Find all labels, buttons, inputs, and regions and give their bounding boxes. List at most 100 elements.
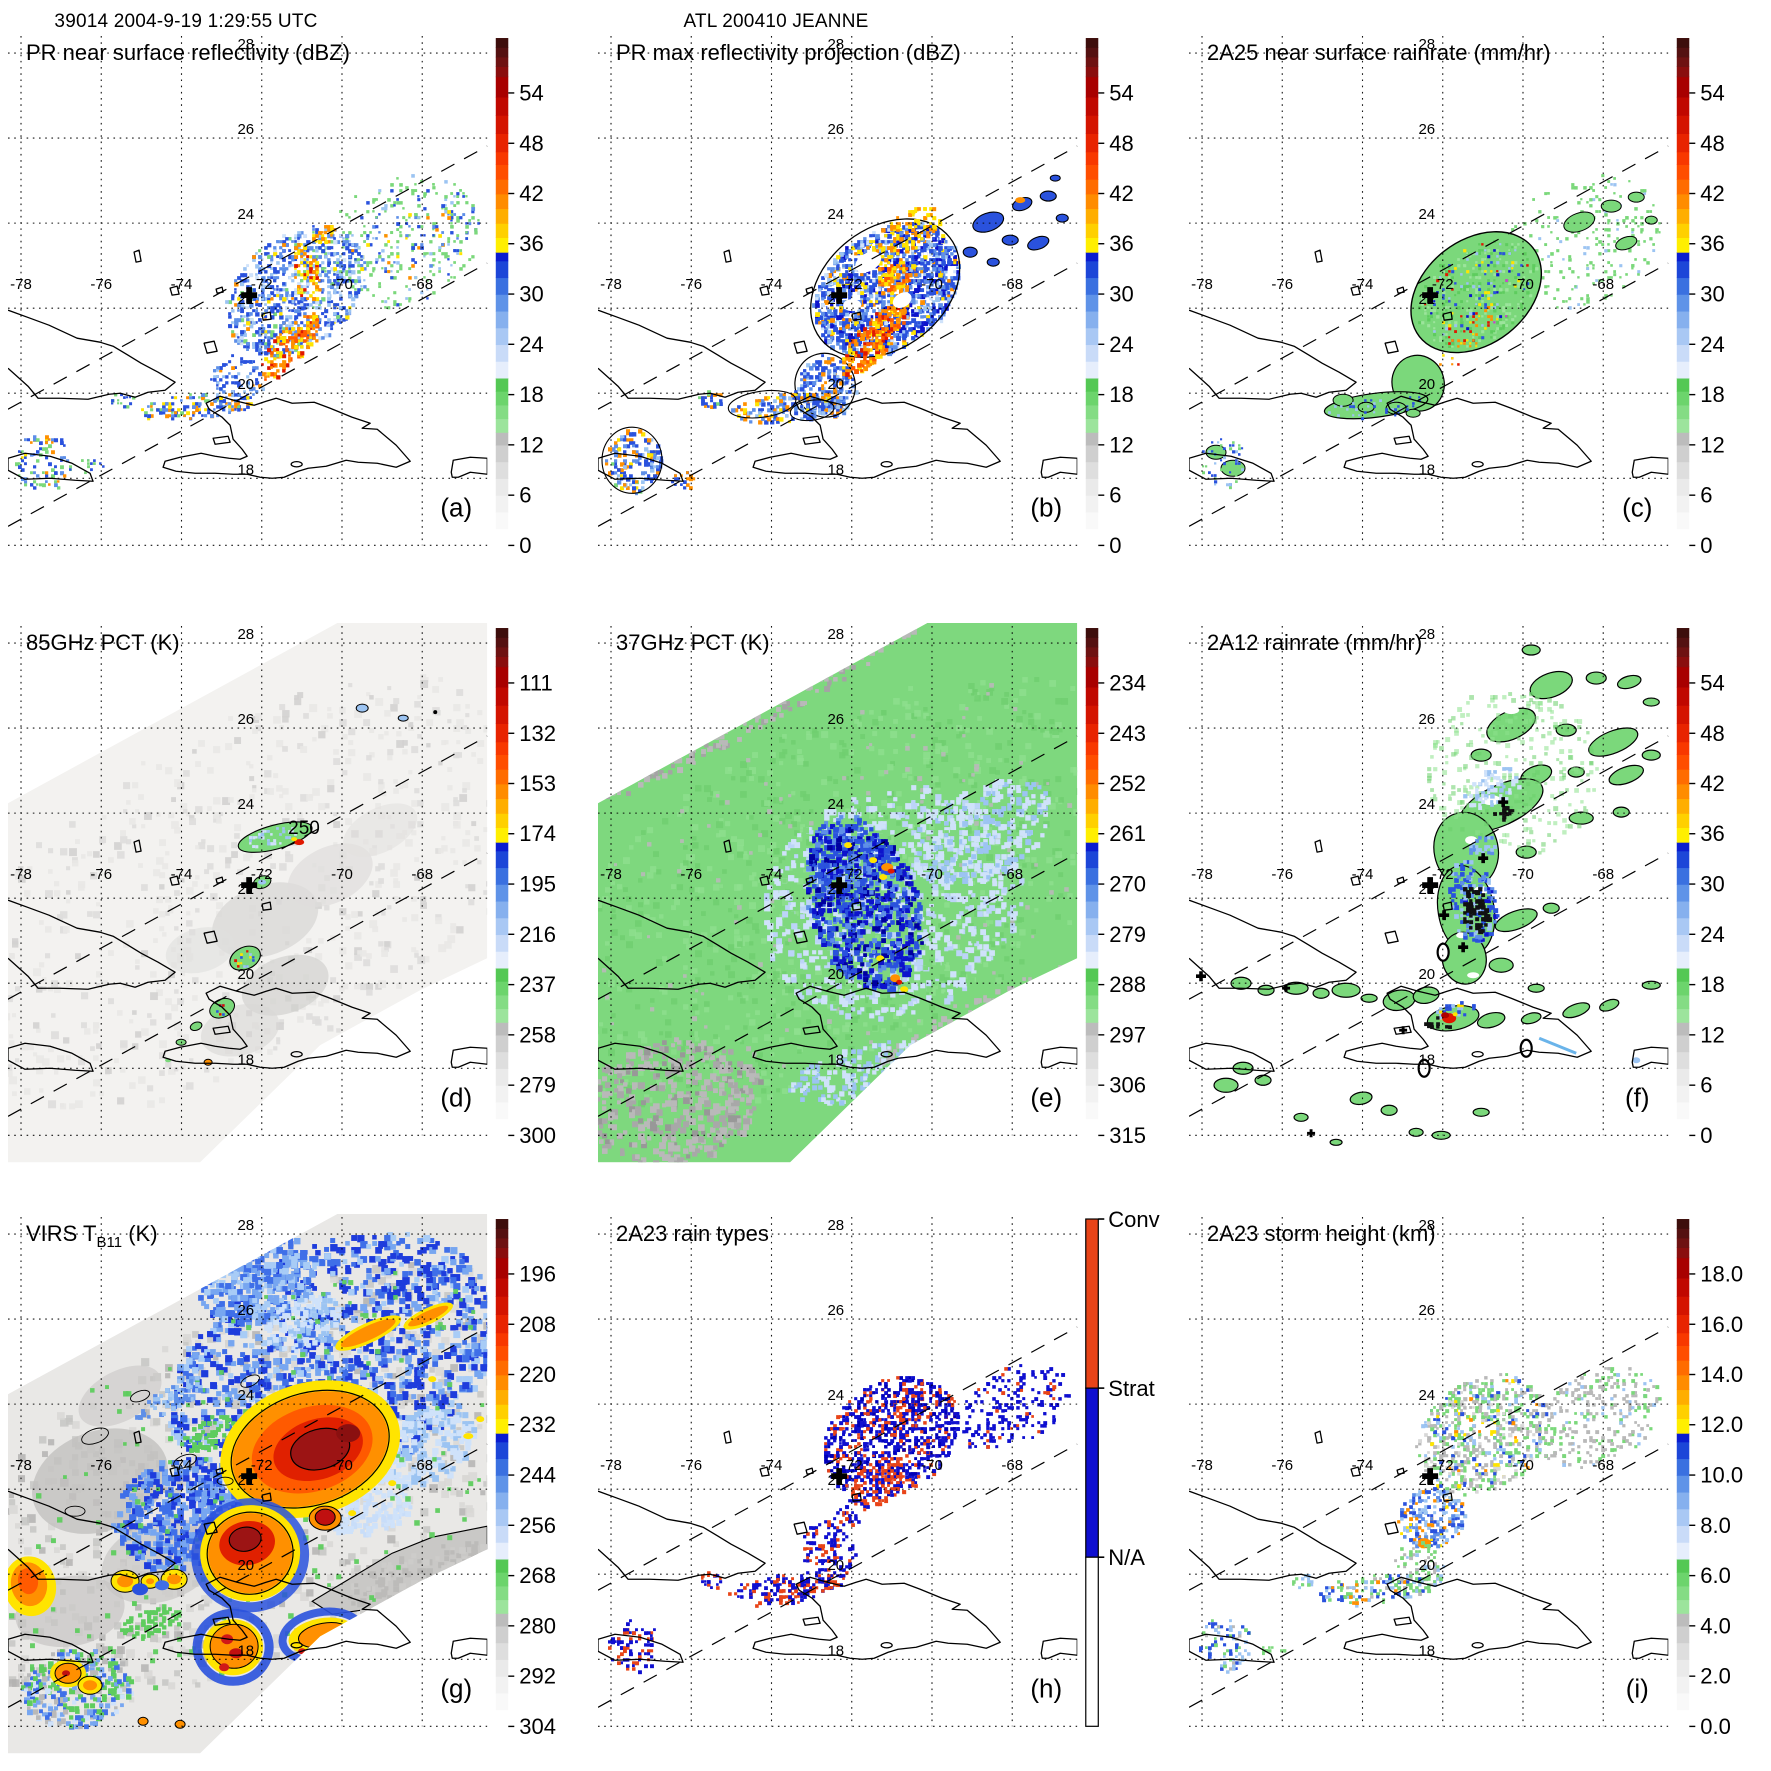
panel-title: 85GHz PCT (K) [26, 630, 180, 655]
colorbar-tick-label: 48 [1110, 131, 1134, 156]
storm-center-marker [241, 1467, 258, 1484]
colorbar-tick-label: 42 [1700, 771, 1724, 796]
colorbar-tick-label: 306 [1110, 1073, 1147, 1098]
colorbar-tick-label: 6 [1700, 1073, 1712, 1098]
colorbar-tick-label: 30 [519, 282, 543, 307]
colorbar-tick-label: 315 [1110, 1123, 1147, 1148]
colorbar-tick-label: 237 [519, 972, 556, 997]
lat-lon-graticule [8, 1216, 488, 1727]
panel-d: 250 -78 -76 -74 -72 -70 -68 28 26 24 22 20 18 111 132 1… [0, 590, 591, 1181]
colorbar-tick-label: 153 [519, 771, 556, 796]
panel-b-map: -78 -76 -74 -72 -70 -682826242220185448423630… [590, 0, 1181, 591]
colorbar-tick-label: 4.0 [1700, 1613, 1731, 1638]
colorbar-tick-label: 12 [1700, 1023, 1724, 1048]
svg-text:26: 26 [828, 121, 845, 138]
colorbar-tick-label: 6 [1110, 483, 1122, 508]
colorbar-tick-label: 300 [519, 1123, 556, 1148]
svg-text:24: 24 [828, 206, 845, 223]
swath-data-field [1195, 644, 1661, 1147]
svg-text:-78: -78 [600, 276, 622, 293]
coastlines [1188, 839, 1668, 1073]
colorbar-tick-label: 36 [519, 231, 543, 256]
colorbar-tick-label: 8.0 [1700, 1512, 1731, 1537]
colorbar-tick-label: 243 [1110, 721, 1147, 746]
colorbar-tick-label: 220 [519, 1362, 556, 1387]
colorbar: 54 48 42 36 30 24 18 12 6 0 [1676, 38, 1724, 558]
swath-edge-lines [598, 735, 1078, 1118]
colorbar-tick-label: 0 [1110, 533, 1122, 558]
coastlines [8, 1430, 488, 1663]
swath-edge-lines [598, 145, 1078, 527]
colorbar-tick-label: 36 [1700, 822, 1724, 847]
contour-label: 250 [288, 818, 320, 839]
colorbar-tick-label: 18 [519, 382, 543, 407]
colorbar-tick-label: 30 [1110, 282, 1134, 307]
colorbar-tick-label: 292 [519, 1663, 556, 1688]
colorbar-tick-label: 48 [519, 131, 543, 156]
svg-text:28: 28 [237, 36, 254, 53]
lat-lon-graticule [1188, 36, 1668, 546]
swath-edge-lines [8, 735, 488, 1118]
colorbar-tick-label: 12.0 [1700, 1412, 1743, 1437]
panel-i: -78 -76 -74 -72 -70 -68 28 26 24 22 20 18 18.0 16.0 14… [1180, 1180, 1771, 1771]
colorbar: Conv Strat N/A [1085, 1207, 1160, 1727]
colorbar: 234 243 252 261 270 279 288 297 306 315 [1086, 628, 1146, 1148]
colorbar-tick-label: 6.0 [1700, 1563, 1731, 1588]
colorbar-tick-label: 6 [1700, 483, 1712, 508]
colorbar-tick-label: 174 [519, 822, 556, 847]
lat-lon-graticule [1188, 1216, 1668, 1727]
colorbar-tick-label: 132 [519, 721, 556, 746]
panel-letter: (a) [440, 492, 472, 522]
swath-edge-lines [1188, 145, 1668, 527]
colorbar-tick-label: 0 [519, 533, 531, 558]
colorbar-tick-label: 0.0 [1700, 1714, 1731, 1739]
colorbar-tick-label: 18 [1700, 972, 1724, 997]
colorbar-tick-label: 48 [1700, 131, 1724, 156]
svg-text:18: 18 [237, 461, 254, 478]
colorbar-tick-label: 14.0 [1700, 1362, 1743, 1387]
panel-b: -78 -76 -74 -72 -70 -68 28 26 24 22 20 18 54 48 42 36 30… [590, 0, 1181, 591]
colorbar-tick-label: 234 [1110, 671, 1147, 696]
colorbar-tick-label: 36 [1110, 231, 1134, 256]
colorbar-tick-label: 232 [519, 1412, 556, 1437]
panel-h: -78 -76 -74 -72 -70 -68 28 26 24 22 20 18 Conv Strat N… [590, 1180, 1181, 1771]
colorbar-tick-label: 30 [1700, 872, 1724, 897]
colorbar-tick-label: 54 [1110, 80, 1134, 105]
svg-text:-70: -70 [331, 276, 353, 293]
colorbar-tick-label: 48 [1700, 721, 1724, 746]
panel-title: 2A23 rain types [616, 1221, 769, 1246]
panel-title: 2A12 rainrate (mm/hr) [1207, 630, 1422, 655]
colorbar-tick-label: 18 [1110, 382, 1134, 407]
coastlines [8, 249, 488, 482]
storm-center-marker [241, 287, 258, 304]
colorbar-tick-label: 280 [519, 1613, 556, 1638]
panel-f: -78 -76 -74 -72 -70 -68 28 26 24 22 20 18 54 48 42 36 30… [1180, 590, 1771, 1181]
lat-lon-graticule [598, 36, 1078, 546]
colorbar-tick-label: 111 [519, 671, 552, 696]
colorbar-tick-label: 12 [1700, 432, 1724, 457]
colorbar-tick-label: 54 [1700, 80, 1724, 105]
panel-g: -78 -76 -74 -72 -70 -68 28 26 24 22 20 18 196 208 220 2… [0, 1180, 591, 1771]
colorbar-tick-label: 244 [519, 1462, 556, 1487]
coastlines [8, 839, 488, 1073]
panel-title: PR max reflectivity projection (dBZ) [616, 40, 961, 65]
lat-lon-graticule [8, 626, 488, 1137]
colorbar-tick-label: 42 [1700, 181, 1724, 206]
svg-text:20: 20 [237, 376, 254, 393]
svg-text:20: 20 [828, 376, 845, 393]
colorbar-tick-label: 24 [1700, 332, 1724, 357]
panel-letter: (h) [1031, 1673, 1063, 1703]
colorbar-tick-label: 270 [1110, 872, 1147, 897]
panel-e: -78 -76 -74 -72 -70 -68 28 26 24 22 20 18 234 243 252 2… [590, 590, 1181, 1181]
storm-name: ATL 200410 JEANNE [683, 11, 869, 32]
colorbar-tick-label: 24 [1110, 332, 1134, 357]
swath-edge-lines [8, 1326, 488, 1708]
colorbar-tick-label: 208 [519, 1311, 556, 1336]
